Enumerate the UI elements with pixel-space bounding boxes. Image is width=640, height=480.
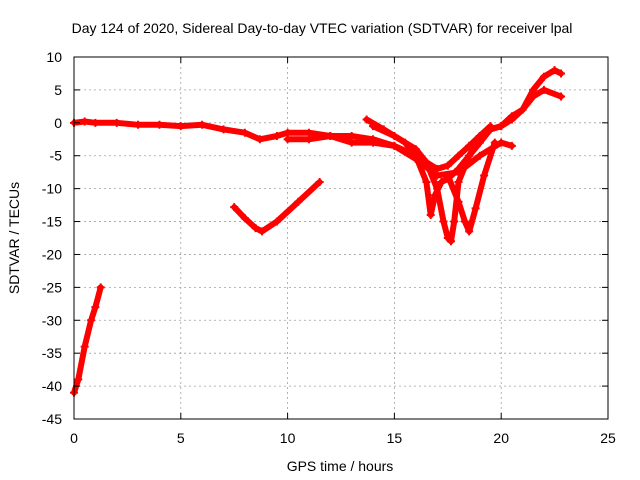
data-point-marker <box>411 145 420 154</box>
data-point-marker <box>283 135 292 144</box>
series-trace-high <box>486 66 566 134</box>
data-point-marker <box>294 197 303 206</box>
data-point-marker <box>91 303 100 312</box>
x-tick-label: 25 <box>600 430 616 446</box>
data-point-marker <box>471 204 480 213</box>
data-point-marker <box>465 227 474 236</box>
data-point-marker <box>240 214 249 223</box>
x-tick-labels: 0 5 10 15 20 25 <box>70 430 616 446</box>
plot-frame <box>73 56 609 420</box>
data-point-marker <box>550 66 559 75</box>
y-tick-label: -15 <box>42 214 62 230</box>
y-tick-label: -5 <box>50 148 63 164</box>
y-tick-labels: 10 5 0 -5 -10 -15 -20 -25 -30 -35 -40 -45 <box>42 49 62 427</box>
data-point-marker <box>390 131 399 140</box>
data-point-marker <box>518 105 527 114</box>
data-point-marker <box>437 178 446 187</box>
y-tick-label: -25 <box>42 279 62 295</box>
data-point-marker <box>507 115 516 124</box>
data-point-marker <box>255 135 264 144</box>
x-tick-label: 20 <box>493 430 509 446</box>
series-trace-dip-c <box>443 138 499 236</box>
data-point-marker <box>347 138 356 147</box>
axis-ticks <box>73 56 609 420</box>
data-point-marker <box>251 224 260 233</box>
y-tick-label: -30 <box>42 312 62 328</box>
data-point-marker <box>362 115 371 124</box>
data-point-marker <box>369 138 378 147</box>
x-tick-label: 15 <box>387 430 403 446</box>
data-point-marker <box>539 85 548 94</box>
data-point-marker <box>369 122 378 131</box>
data-point-marker <box>96 283 105 292</box>
data-point-marker <box>447 237 456 246</box>
grid-lines <box>74 57 608 419</box>
data-point-marker <box>454 197 463 206</box>
data-point-marker <box>557 92 566 101</box>
y-axis-label: SDTVAR / TECUs <box>6 182 22 294</box>
data-point-marker <box>475 131 484 140</box>
data-point-marker <box>426 210 435 219</box>
data-point-marker <box>450 217 459 226</box>
data-point-marker <box>422 158 431 167</box>
data-point-marker <box>497 122 506 131</box>
data-point-marker <box>443 171 452 180</box>
data-point-marker <box>80 342 89 351</box>
data-point-marker <box>460 217 469 226</box>
data-point-marker <box>475 151 484 160</box>
data-point-marker <box>390 141 399 150</box>
data-point-marker <box>230 203 239 212</box>
data-point-marker <box>326 131 335 140</box>
data-point-marker <box>272 131 281 140</box>
data-point-marker <box>272 217 281 226</box>
data-point-marker <box>112 118 121 127</box>
y-tick-label: 0 <box>54 115 62 131</box>
data-point-marker <box>87 316 96 325</box>
data-point-marker <box>257 227 266 236</box>
data-point-marker <box>240 128 249 137</box>
y-tick-label: -10 <box>42 181 62 197</box>
data-point-marker <box>454 151 463 160</box>
data-point-marker <box>486 122 495 131</box>
data-point-marker <box>155 120 164 129</box>
x-tick-label: 0 <box>70 430 78 446</box>
data-point-marker <box>304 135 313 144</box>
data-point-marker <box>439 217 448 226</box>
chart-title: Day 124 of 2020, Sidereal Day-to-day VTE… <box>72 20 573 36</box>
data-point-marker <box>539 72 548 81</box>
data-point-marker <box>74 375 83 384</box>
data-point-marker <box>422 178 431 187</box>
data-point-marker <box>198 120 207 129</box>
y-tick-label: 5 <box>54 82 62 98</box>
data-point-marker <box>134 120 143 129</box>
y-tick-label: -40 <box>42 378 62 394</box>
data-point-marker <box>557 69 566 78</box>
y-tick-label: 10 <box>46 49 62 65</box>
x-tick-label: 5 <box>177 430 185 446</box>
data-point-marker <box>91 118 100 127</box>
series-line <box>487 67 564 133</box>
data-point-marker <box>219 125 228 134</box>
data-point-marker <box>443 161 452 170</box>
data-point-marker <box>80 117 89 126</box>
data-point-marker <box>480 171 489 180</box>
data-point-marker <box>465 151 474 160</box>
data-point-marker <box>433 184 442 193</box>
data-point-marker <box>529 85 538 94</box>
data-point-marker <box>176 122 185 131</box>
y-tick-label: -45 <box>42 411 62 427</box>
y-tick-label: -35 <box>42 345 62 361</box>
data-series <box>70 66 566 397</box>
x-tick-label: 10 <box>280 430 296 446</box>
data-point-marker <box>315 178 324 187</box>
x-axis-label: GPS time / hours <box>287 458 394 474</box>
data-point-marker <box>454 178 463 187</box>
y-tick-label: -20 <box>42 246 62 262</box>
series-trace-dip-b <box>369 122 495 246</box>
data-point-marker <box>490 138 499 147</box>
series-trace-isolated-mid <box>230 178 324 236</box>
data-point-marker <box>507 141 516 150</box>
